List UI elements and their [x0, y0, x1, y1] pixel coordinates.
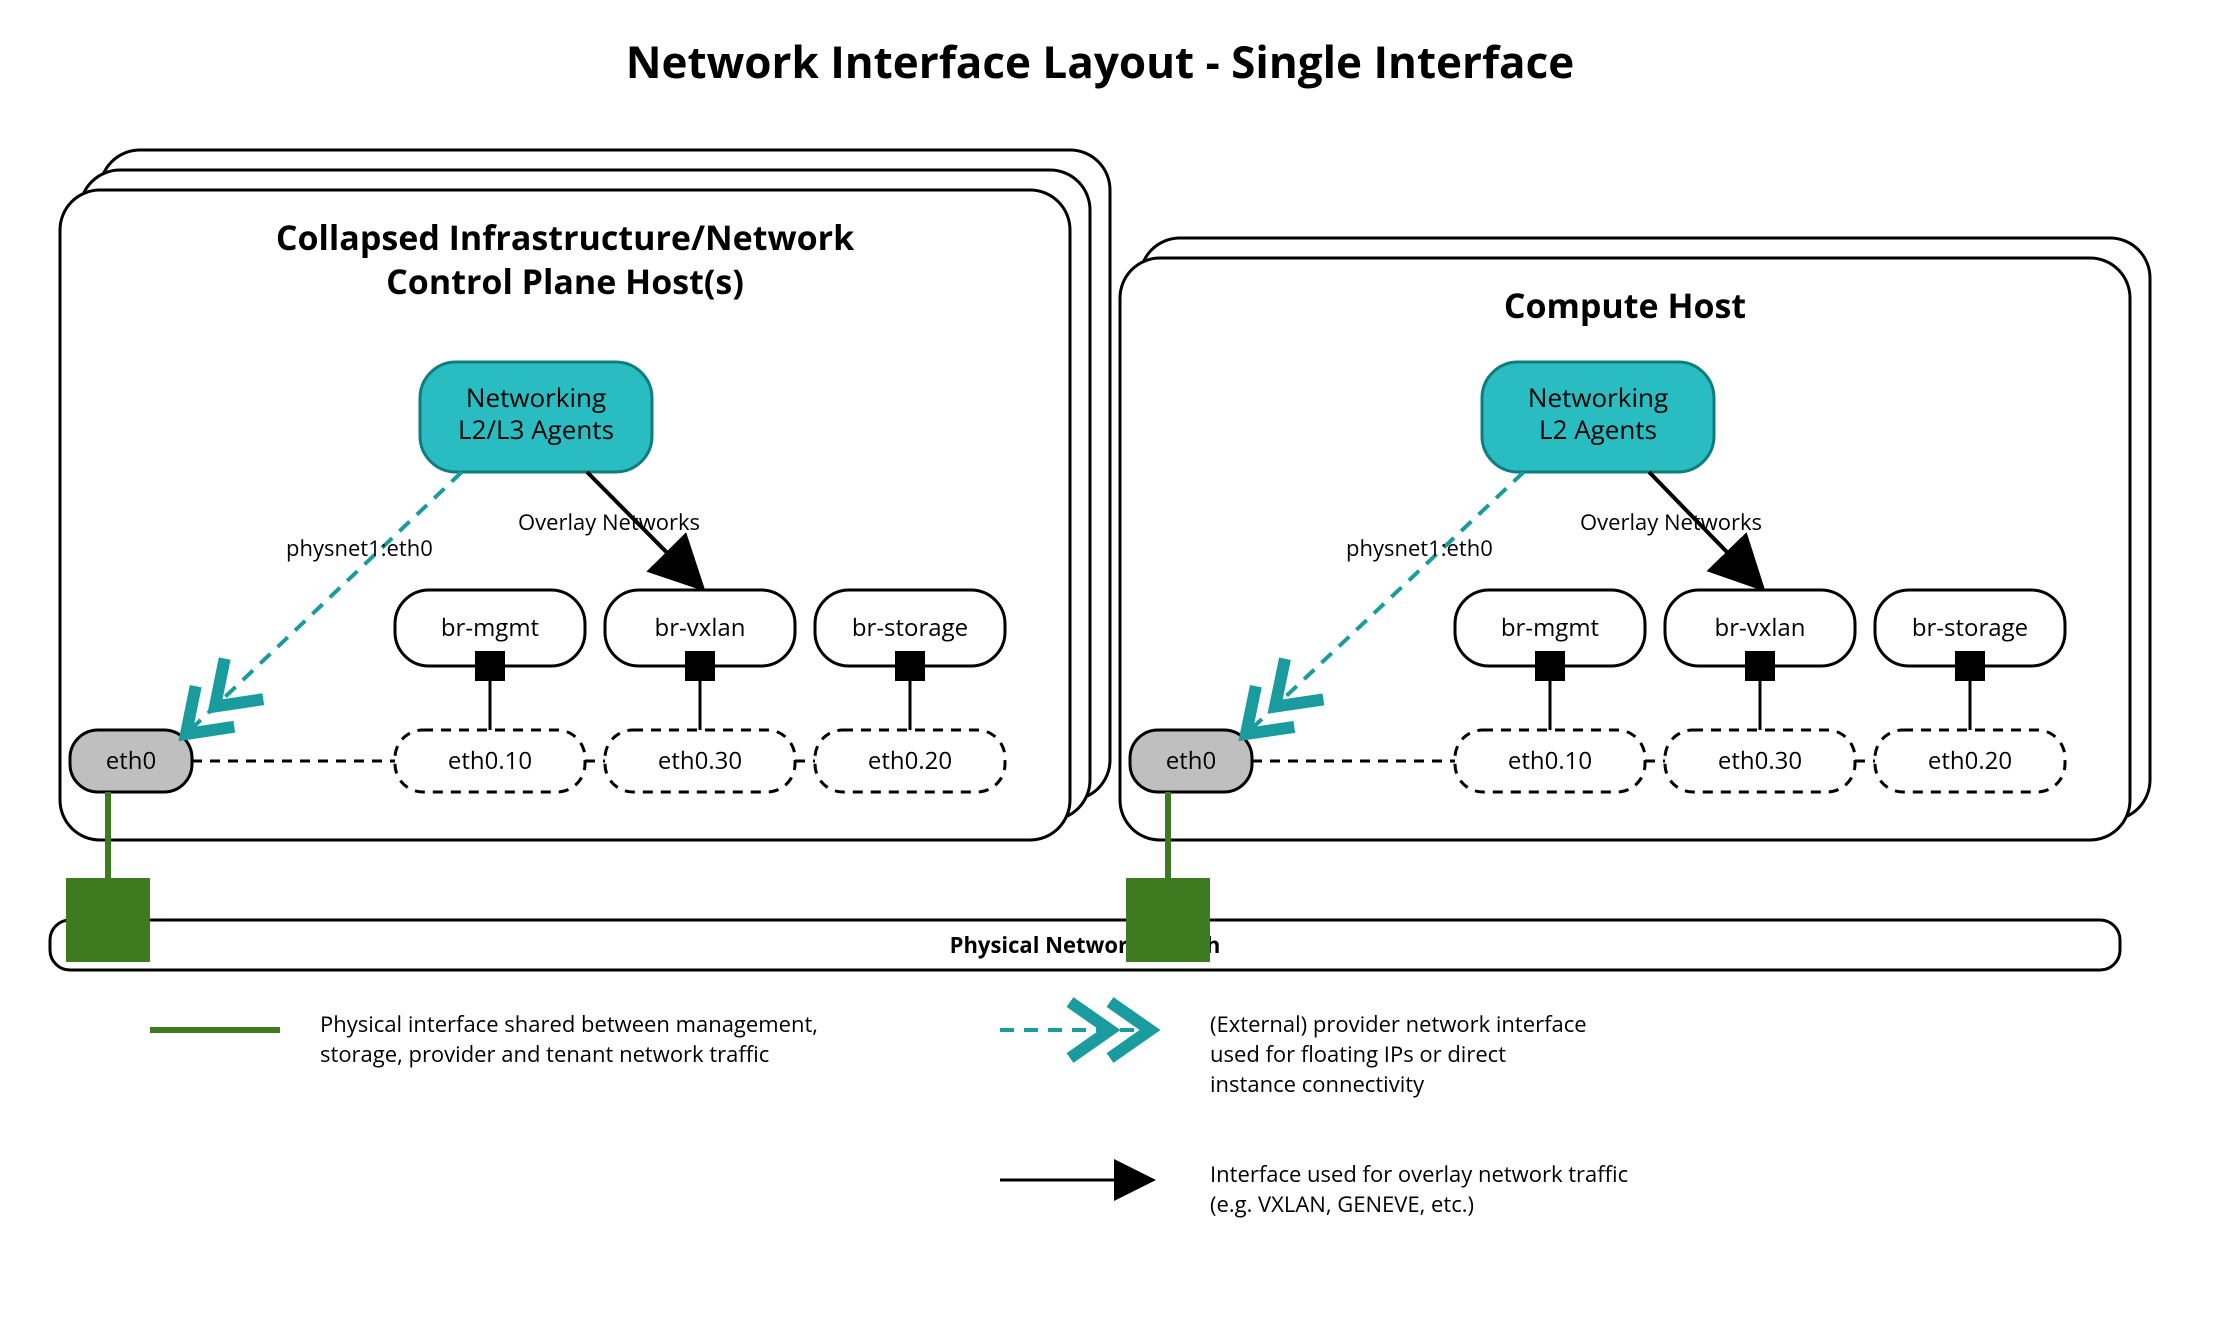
- legend-text: used for floating IPs or direct: [1210, 1039, 1506, 1069]
- agent-label: Networking: [466, 379, 606, 415]
- legend-text: (External) provider network interface: [1210, 1009, 1587, 1039]
- bridge-node-label: br-storage: [852, 611, 968, 644]
- overlay-label: Overlay Networks: [1580, 507, 1762, 537]
- legend-text: Interface used for overlay network traff…: [1210, 1159, 1628, 1189]
- vlan-node-label: eth0.30: [1718, 744, 1802, 777]
- vlan-node-label: eth0.10: [448, 744, 532, 777]
- eth0-node-label: eth0: [106, 744, 156, 777]
- host-title: Collapsed Infrastructure/Network: [276, 214, 855, 260]
- agent-label: L2 Agents: [1539, 411, 1657, 447]
- eth0-node-label: eth0: [1166, 744, 1216, 777]
- vlan-node-label: eth0.30: [658, 744, 742, 777]
- physnet-label: physnet1:eth0: [286, 533, 433, 563]
- legend-text: instance connectivity: [1210, 1069, 1425, 1099]
- diagram-title: Network Interface Layout - Single Interf…: [626, 31, 1575, 91]
- overlay-label: Overlay Networks: [518, 507, 700, 537]
- legend-text: Physical interface shared between manage…: [320, 1009, 818, 1039]
- host-title: Control Plane Host(s): [386, 258, 744, 304]
- physical-switch-label: Physical Network Switch: [950, 930, 1221, 960]
- legend-text: (e.g. VXLAN, GENEVE, etc.): [1210, 1189, 1474, 1219]
- legend-text: storage, provider and tenant network tra…: [320, 1039, 769, 1069]
- vlan-node-label: eth0.10: [1508, 744, 1592, 777]
- bridge-node-label: br-vxlan: [655, 611, 746, 644]
- vlan-node-label: eth0.20: [868, 744, 952, 777]
- agent-label: Networking: [1528, 379, 1668, 415]
- bridge-node-label: br-storage: [1912, 611, 2028, 644]
- agent-label: L2/L3 Agents: [458, 411, 614, 447]
- bridge-node-label: br-vxlan: [1715, 611, 1806, 644]
- bridge-node-label: br-mgmt: [441, 611, 539, 644]
- physnet-label: physnet1:eth0: [1346, 533, 1493, 563]
- host-title: Compute Host: [1504, 282, 1746, 328]
- vlan-node-label: eth0.20: [1928, 744, 2012, 777]
- bridge-node-label: br-mgmt: [1501, 611, 1599, 644]
